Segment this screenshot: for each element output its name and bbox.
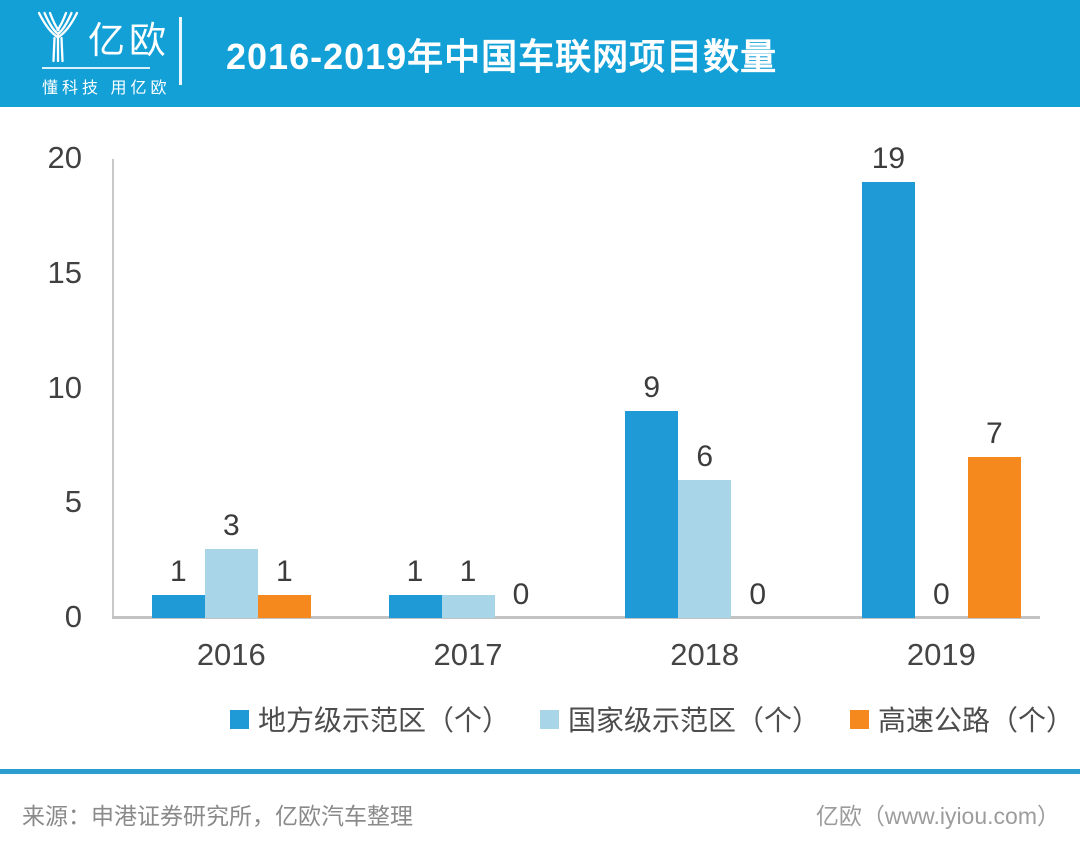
bar-segment: [388, 595, 442, 618]
bar-segment: [861, 181, 915, 618]
bar-segment: [257, 595, 311, 618]
footer-divider: [0, 769, 1080, 774]
legend-label: 地方级示范区（个）: [257, 705, 510, 736]
logo-underline: [42, 67, 150, 69]
logo-wordmark: 亿欧: [88, 20, 170, 61]
header-separator: [179, 17, 182, 85]
legend-label: 高速公路（个）: [878, 705, 1075, 736]
legend-item: 国家级示范区（个）: [539, 699, 820, 739]
legend-label: 国家级示范区（个）: [567, 705, 820, 736]
y-axis-tick-label: 15: [47, 254, 82, 290]
bar-segment: [441, 595, 495, 618]
bar-value-label: 9: [643, 371, 661, 405]
legend-swatch: [229, 709, 249, 729]
bar-segment: [967, 457, 1021, 618]
bar-value-label: 0: [512, 578, 530, 611]
chart-legend: 地方级示范区（个） 国家级示范区（个） 高速公路（个）: [224, 699, 1080, 739]
bar-segment: [204, 549, 258, 618]
bar-value-label: 1: [459, 555, 477, 589]
header-banner: 亿欧 懂科技 用亿欧 2016-2019年中国车联网项目数量: [0, 0, 1080, 107]
x-axis-category-label: 2016: [196, 637, 266, 672]
bar-value-label: 1: [275, 555, 293, 589]
bar-value-label: 19: [871, 141, 906, 175]
bar-value-label: 1: [406, 555, 424, 589]
site-url-text: 亿欧（www.iyiou.com）: [815, 803, 1060, 829]
y-axis-tick-label: 20: [47, 140, 82, 175]
bar-value-label: 7: [986, 417, 1003, 451]
legend-swatch: [539, 709, 559, 729]
bar-value-label: 0: [933, 578, 950, 611]
bar-segment: [625, 411, 679, 618]
page-title: 2016-2019年中国车联网项目数量: [226, 36, 778, 77]
y-axis-tick-label: 5: [64, 484, 82, 520]
bar-value-label: 3: [222, 509, 240, 543]
legend-item: 地方级示范区（个）: [229, 699, 510, 739]
bar-value-label: 1: [169, 555, 187, 589]
x-axis-category-label: 2017: [433, 637, 503, 672]
logo-tagline: 懂科技 用亿欧: [42, 80, 171, 97]
y-axis-line: [112, 159, 114, 618]
logo: 亿欧: [36, 10, 170, 64]
x-axis-line: [112, 616, 1040, 619]
bar-value-label: 6: [696, 440, 714, 474]
legend-swatch: [850, 709, 869, 729]
bar-segment: [678, 480, 732, 618]
y-axis-tick-label: 0: [64, 599, 82, 634]
bar-value-label: 0: [749, 578, 767, 611]
y-axis-tick-label: 10: [47, 369, 82, 405]
bar-segment: [151, 595, 205, 618]
iyiou-logo-icon: [37, 11, 79, 63]
source-text: 来源：申港证券研究所，亿欧汽车整理: [22, 803, 413, 829]
legend-item: 高速公路（个）: [850, 699, 1074, 739]
x-axis-category-label: 2018: [670, 637, 740, 672]
x-axis-category-label: 2019: [906, 637, 976, 672]
